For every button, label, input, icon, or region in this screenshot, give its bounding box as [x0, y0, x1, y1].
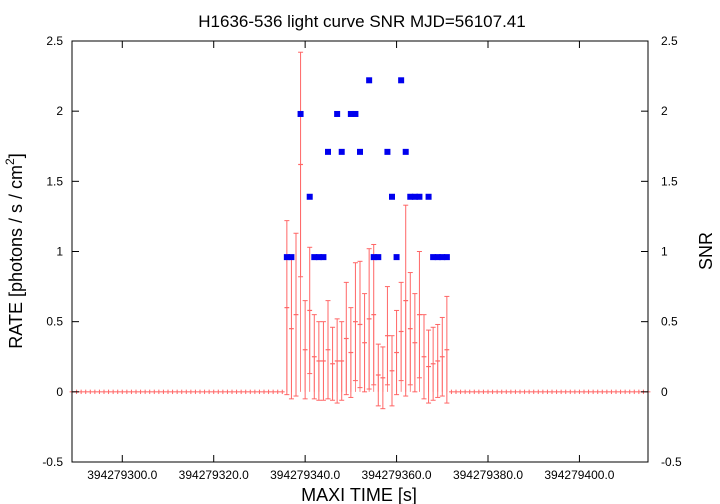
- x-tick-label: 394279360.0: [362, 468, 432, 482]
- y-tick-label-left: 1: [56, 245, 63, 259]
- y-axis-title-right: SNR: [696, 232, 716, 270]
- y-tick-label-left: 0.5: [46, 315, 63, 329]
- x-tick-label: 394279300.0: [87, 468, 157, 482]
- snr-point: [334, 110, 341, 117]
- snr-point: [311, 254, 318, 261]
- x-tick-label: 394279320.0: [179, 468, 249, 482]
- x-tick-label: 394279340.0: [270, 468, 340, 482]
- y-tick-label-left: 0: [56, 385, 63, 399]
- y-tick-label-right: 1: [661, 245, 668, 259]
- snr-point: [297, 110, 304, 117]
- snr-point: [407, 193, 414, 200]
- y-tick-label-left: -0.5: [42, 455, 63, 469]
- y-tick-label-right: 0.5: [661, 315, 678, 329]
- y-tick-label-left: 1.5: [46, 174, 63, 188]
- snr-point: [416, 193, 423, 200]
- snr-point: [434, 254, 441, 261]
- snr-point: [430, 254, 437, 261]
- y-axis-title-left: RATE [photons / s / cm2]: [3, 153, 26, 348]
- snr-point: [393, 254, 400, 261]
- snr-point: [283, 254, 290, 261]
- y-tick-label-right: 0: [661, 385, 668, 399]
- snr-point: [439, 254, 446, 261]
- snr-point: [402, 148, 409, 155]
- data-layer: [69, 51, 651, 410]
- snr-point: [366, 77, 373, 84]
- snr-point: [288, 254, 295, 261]
- axes: -0.5 -0.5 0 0 0.5 0.5 1 1 1.5 1.5 2 2 2.5 2.5 39427930…: [42, 34, 682, 482]
- x-tick-label: 394279400.0: [544, 468, 614, 482]
- snr-point: [320, 254, 327, 261]
- y-tick-label-right: 2.5: [661, 34, 678, 48]
- snr-point: [425, 193, 432, 200]
- y-axis-title-main: RATE [photons / s / cm: [6, 165, 26, 349]
- y-tick-label-right: 1.5: [661, 174, 678, 188]
- x-axis-title: MAXI TIME [s]: [301, 485, 417, 504]
- chart-title: H1636-536 light curve SNR MJD=56107.41: [198, 12, 525, 31]
- snr-point: [384, 148, 391, 155]
- y-tick-label-right: -0.5: [661, 455, 682, 469]
- snr-point: [357, 148, 363, 155]
- y-axis-title-close: ]: [6, 153, 26, 158]
- y-tick-label-left: 2: [56, 104, 63, 118]
- y-tick-label-right: 2: [661, 104, 668, 118]
- snr-point: [375, 254, 382, 261]
- snr-point: [338, 148, 345, 155]
- snr-point: [352, 110, 359, 117]
- snr-point: [411, 193, 418, 200]
- y-axis-title-superscript: 2: [3, 158, 17, 165]
- snr-point: [398, 77, 405, 84]
- snr-point: [443, 254, 450, 261]
- y-tick-label-left: 2.5: [46, 34, 63, 48]
- snr-point: [325, 148, 331, 155]
- snr-point: [306, 193, 313, 200]
- snr-point: [370, 254, 377, 261]
- x-tick-label: 394279380.0: [453, 468, 523, 482]
- snr-point: [347, 110, 354, 117]
- plot-frame: [71, 40, 649, 463]
- snr-point: [315, 254, 322, 261]
- snr-point: [389, 193, 395, 200]
